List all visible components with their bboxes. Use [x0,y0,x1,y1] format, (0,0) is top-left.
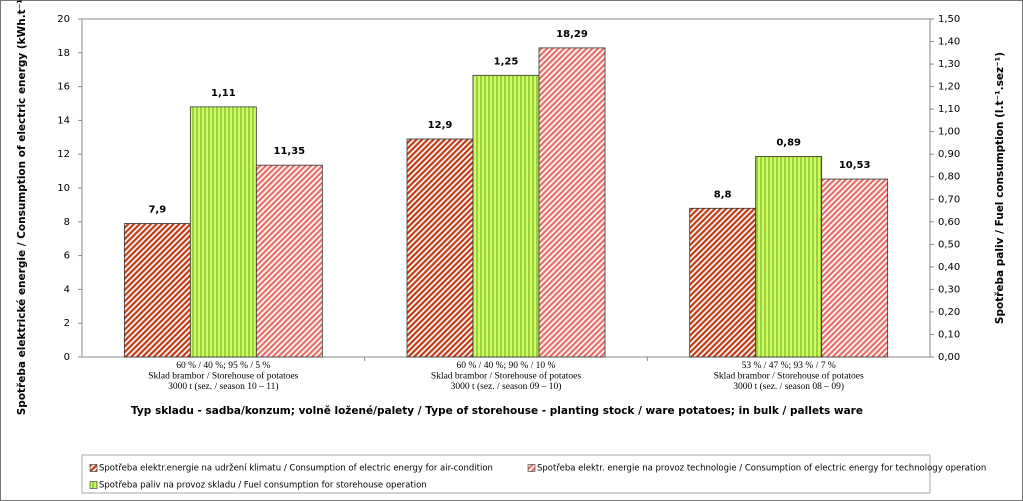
bar [406,138,474,358]
legend-swatch [89,464,98,472]
legend-swatch [527,464,536,472]
y2-tick-label: 0,80 [938,172,960,183]
y2-tick-label: 0,90 [938,149,960,160]
y2-tick-label: 1,00 [938,127,960,138]
y2-tick-label: 0,10 [938,329,960,340]
x-tick-label: Sklad brambor / Storehouse of potatoes [148,371,298,382]
y-tick-label: 18 [57,48,70,59]
bar [538,47,606,358]
x-tick-label: 3000 t (sez. / season 10 – 11) [168,381,278,392]
y2-tick-label: 1,20 [938,82,960,93]
data-label: 11,35 [274,146,306,157]
data-label: 1,25 [494,56,519,67]
y2-tick-label: 0,60 [938,217,960,228]
data-label: 12,9 [428,120,453,131]
x-axis-title: Typ skladu - sadba/konzum; volně ložené/… [131,405,863,417]
data-label: 18,29 [556,29,588,40]
legend-box [81,454,931,494]
y-tick-label: 6 [64,251,70,262]
data-label: 10,53 [839,160,871,171]
y-tick-label: 14 [57,115,70,126]
y2-tick-label: 0,20 [938,307,960,318]
bar [189,106,257,358]
y2-tick-label: 1,40 [938,37,960,48]
legend-label: Spotřeba paliv na provoz skladu / Fuel c… [99,481,427,491]
y-tick-label: 10 [57,183,70,194]
x-tick-label: 53 % / 47 %; 93 % / 7 % [742,361,836,371]
x-tick-label: Sklad brambor / Storehouse of potatoes [714,371,864,382]
y2-tick-label: 0,70 [938,194,960,205]
x-tick-label: Sklad brambor / Storehouse of potatoes [431,371,581,382]
y2-tick-label: 0,50 [938,239,960,250]
y2-tick-label: 1,50 [938,14,960,25]
y-tick-label: 4 [64,284,70,295]
y-tick-label: 16 [57,82,70,93]
x-tick-label: 60 % / 40 %; 90 % / 10 % [457,361,556,371]
legend-label: Spotřeba elektr. energie na provoz techn… [537,464,986,474]
y-tick-label: 20 [57,14,70,25]
y-tick-label: 12 [57,149,70,160]
y-tick-label: 2 [64,318,70,329]
bar [755,156,823,358]
y2-tick-label: 0,00 [938,352,960,363]
y2-tick-label: 1,30 [938,59,960,70]
bar [255,164,323,358]
y-tick-label: 8 [64,217,70,228]
y-tick-label: 0 [64,352,70,363]
data-label: 7,9 [148,204,166,215]
y2-axis-title: Spotřeba paliv / Fuel consumption (l.t⁻¹… [994,52,1006,324]
data-label: 0,89 [776,137,801,148]
bar [821,178,889,358]
x-tick-label: 3000 t (sez. / season 09 – 10) [451,381,562,392]
bar [123,223,191,358]
y2-tick-label: 0,30 [938,284,960,295]
legend-label: Spotřeba elektr.energie na udržení klima… [99,464,493,474]
data-label: 1,11 [211,88,236,99]
y2-tick-label: 0,40 [938,262,960,273]
data-label: 8,8 [714,189,732,200]
x-tick-label: 60 % / 40 %; 95 % / 5 % [176,361,270,371]
bar [472,74,540,358]
y-axis-title: Spotřeba elektrické energie / Consumptio… [16,0,28,415]
y2-tick-label: 1,10 [938,104,960,115]
bar [689,207,757,358]
legend-swatch [89,481,98,489]
x-tick-label: 3000 t (sez. / season 08 – 09) [733,381,844,392]
